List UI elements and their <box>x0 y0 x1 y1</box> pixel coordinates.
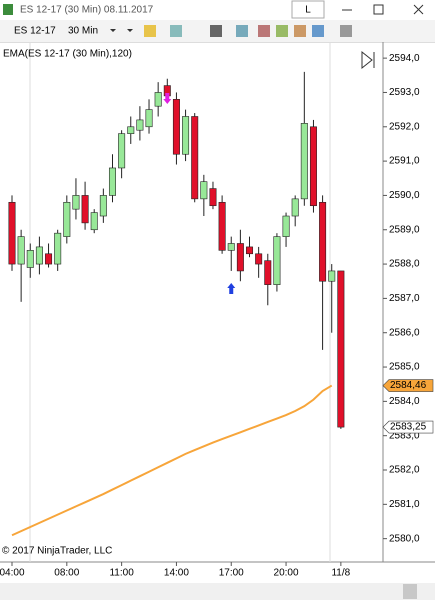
x-tick-label: 14:00 <box>164 568 189 579</box>
y-tick-label: 2583,0 <box>389 430 420 441</box>
candle-body <box>145 109 153 128</box>
candle-body <box>54 232 62 265</box>
y-tick-label: 2588,0 <box>389 259 420 270</box>
candle-body <box>309 126 317 207</box>
exec-marker <box>227 283 236 294</box>
x-tick-label: 08:00 <box>54 568 79 579</box>
link-button[interactable] <box>291 0 325 19</box>
title-bar: ES 12-17 (30 Min) 08.11.2017 L <box>0 0 435 20</box>
scroll-end[interactable] <box>361 50 375 70</box>
draw-tool[interactable] <box>144 25 156 37</box>
app-icon <box>3 4 13 15</box>
tool[interactable] <box>294 25 306 37</box>
candle-body <box>8 201 16 265</box>
toolbar-items: ES 12-17 30 Min <box>14 25 352 37</box>
toolbar: ES 12-17 30 Min <box>0 20 435 43</box>
candle-body <box>291 198 299 217</box>
candle-body <box>99 195 107 217</box>
candle-body <box>35 246 43 265</box>
y-tick-label: 2586,0 <box>389 327 420 338</box>
dropdowns[interactable] <box>110 29 133 32</box>
instrument[interactable]: ES 12-17 <box>14 26 56 37</box>
copyright: © 2017 NinjaTrader, LLC <box>2 546 112 557</box>
indicator-label: EMA(ES 12-17 (30 Min),120) <box>3 49 132 60</box>
maximize[interactable] <box>373 4 384 15</box>
candle-body <box>209 188 217 207</box>
y-tick-label: 2591,0 <box>389 156 420 167</box>
candle-body <box>118 133 126 169</box>
candle-body <box>236 243 244 272</box>
y-tick-label: 2593,0 <box>389 87 420 98</box>
candle-body <box>154 92 162 107</box>
tool[interactable] <box>170 25 182 37</box>
chart: EMA(ES 12-17 (30 Min),120) © 2017 NinjaT… <box>0 42 435 600</box>
title-icons: ES 12-17 (30 Min) 08.11.2017 L <box>3 0 424 19</box>
y-tick-label: 2584,0 <box>389 396 420 407</box>
x-tick-label: 11/8 <box>331 568 350 579</box>
candle-body <box>282 215 290 237</box>
x-tick-label: 17:00 <box>219 568 244 579</box>
candle-body <box>127 126 135 134</box>
y-tick-label: 2587,0 <box>389 293 420 304</box>
candle-body <box>337 270 345 428</box>
scroll-thumb[interactable] <box>403 584 417 599</box>
candle-body <box>273 236 281 285</box>
y-tick-label: 2590,0 <box>389 190 420 201</box>
window-title: ES 12-17 (30 Min) 08.11.2017 <box>20 5 154 16</box>
candle-body <box>255 253 263 265</box>
candle-body <box>63 201 71 237</box>
candle-body <box>200 181 208 200</box>
tool[interactable] <box>312 25 324 37</box>
candle-body <box>17 236 25 265</box>
candle-body <box>26 250 34 268</box>
x-tick-label: 04:00 <box>0 568 25 579</box>
candle-body <box>218 201 226 251</box>
exec-marker <box>163 93 172 104</box>
price-marker <box>382 379 434 392</box>
candle-body <box>81 195 89 224</box>
candle-body <box>246 246 254 255</box>
y-tick-label: 2585,0 <box>389 362 420 373</box>
candle-body <box>136 119 144 131</box>
tool[interactable] <box>258 25 270 37</box>
tool[interactable] <box>340 25 352 37</box>
candle-body <box>182 116 190 155</box>
link-button-label[interactable]: L <box>305 5 311 16</box>
candle-body <box>328 270 336 282</box>
y-tick-label: 2582,0 <box>389 465 420 476</box>
zoom[interactable] <box>236 25 248 37</box>
scrollbar[interactable] <box>0 583 435 600</box>
close[interactable] <box>413 4 424 15</box>
crosshair[interactable] <box>210 25 222 37</box>
candle-body <box>45 253 53 265</box>
y-tick-label: 2592,0 <box>389 121 420 132</box>
candle-body <box>264 260 272 285</box>
price-marker-label: 2583,25 <box>390 422 427 433</box>
candle-body <box>300 123 308 200</box>
candle-body <box>191 116 199 200</box>
y-tick-label: 2589,0 <box>389 224 420 235</box>
candle-body <box>108 167 116 196</box>
candle-body <box>72 195 80 210</box>
y-tick-label: 2581,0 <box>389 499 420 510</box>
price-marker-label: 2584,46 <box>390 380 427 391</box>
tool[interactable] <box>276 25 288 37</box>
candle-body <box>90 212 98 231</box>
y-tick-label: 2580,0 <box>389 533 420 544</box>
x-tick-label: 11:00 <box>109 568 134 579</box>
y-tick-label: 2594,0 <box>389 53 420 64</box>
candle-body <box>319 201 327 282</box>
candle-body <box>227 243 235 251</box>
ema-line <box>11 384 333 537</box>
x-tick-label: 20:00 <box>274 568 299 579</box>
interval[interactable]: 30 Min <box>68 26 98 37</box>
candle-body <box>172 99 180 155</box>
price-marker <box>382 420 434 434</box>
